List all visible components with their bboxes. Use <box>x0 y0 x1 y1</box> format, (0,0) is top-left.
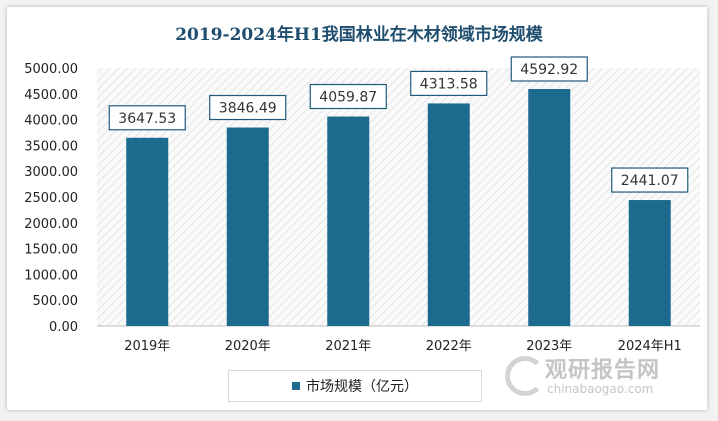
x-tick-label: 2022年 <box>426 339 472 354</box>
x-tick-label: 2019年 <box>124 339 170 354</box>
data-label-box <box>410 70 488 97</box>
data-label: 3647.53 <box>118 111 176 127</box>
bar <box>628 200 671 326</box>
bar <box>226 127 269 326</box>
watermark-logo-icon <box>505 356 545 396</box>
legend-swatch <box>292 382 300 390</box>
legend: 市场规模（亿元） <box>228 370 482 402</box>
plot-area <box>97 68 700 326</box>
data-label: 2441.07 <box>621 173 679 189</box>
data-label-box <box>611 167 689 193</box>
chart-title: 2019-2024年H1我国林业在木材领域市场规模 <box>175 25 543 45</box>
y-tick-label: 5000.00 <box>24 62 78 77</box>
x-tick-label: 2021年 <box>325 339 371 354</box>
y-tick-label: 1500.00 <box>24 243 78 258</box>
data-label: 3846.49 <box>219 101 277 117</box>
data-label: 4059.87 <box>319 90 377 106</box>
data-label-box <box>510 56 588 82</box>
data-label-box <box>108 105 186 131</box>
data-label: 4313.58 <box>420 76 478 92</box>
y-tick-label: 3500.00 <box>24 139 78 154</box>
y-tick-label: 3000.00 <box>24 165 78 180</box>
bar <box>427 103 470 326</box>
y-tick-label: 0.00 <box>49 320 78 335</box>
bar <box>327 116 370 326</box>
y-tick-label: 1000.00 <box>24 268 78 283</box>
data-label: 4592.92 <box>520 62 578 78</box>
bar <box>126 137 169 326</box>
y-tick-label: 4500.00 <box>24 88 78 103</box>
watermark-name: 观研报告网 <box>545 358 661 383</box>
y-tick-label: 2500.00 <box>24 191 78 206</box>
y-tick-label: 2000.00 <box>24 217 78 232</box>
y-tick-label: 500.00 <box>33 294 79 309</box>
data-label-box <box>209 94 287 121</box>
y-tick-label: 4000.00 <box>24 114 78 129</box>
legend-label: 市场规模（亿元） <box>306 379 418 395</box>
watermark: 观研报告网 chinabaogao.com <box>505 352 660 396</box>
x-tick-label: 2024年H1 <box>618 339 682 354</box>
bar <box>528 89 571 326</box>
watermark-url: chinabaogao.com <box>547 382 654 396</box>
data-label-box <box>309 83 387 110</box>
x-tick-label: 2020年 <box>225 339 271 354</box>
x-tick-label: 2023年 <box>526 339 572 354</box>
